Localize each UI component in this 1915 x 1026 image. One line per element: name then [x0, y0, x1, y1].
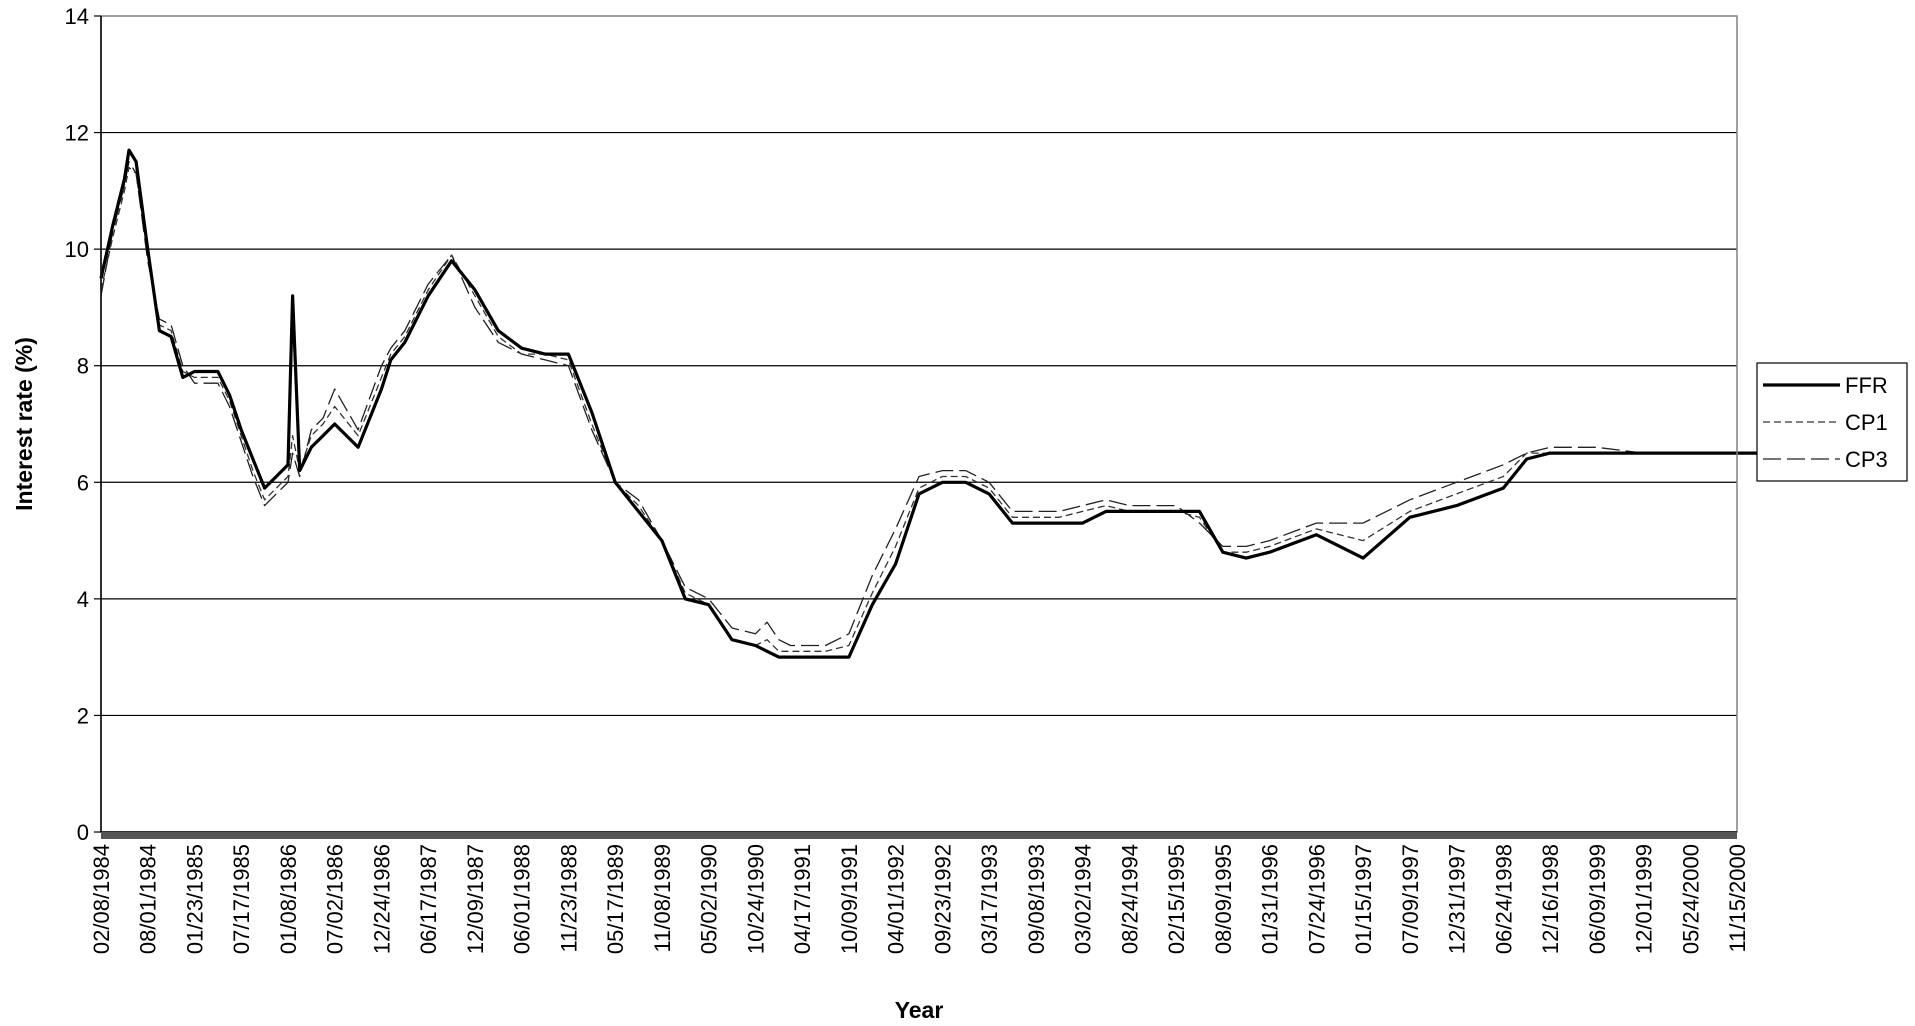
- x-tick-label: 08/24/1994: [1117, 844, 1142, 954]
- x-tick-label: 05/02/1990: [697, 844, 722, 954]
- x-tick-label: 12/16/1998: [1538, 844, 1563, 954]
- x-tick-label: 02/08/1984: [89, 844, 114, 954]
- x-tick-label: 11/23/1988: [556, 844, 581, 952]
- gridlines: [101, 131, 1737, 717]
- y-tick-label: 4: [77, 587, 89, 612]
- y-tick-label: 12: [65, 121, 89, 146]
- x-tick-label: 01/31/1996: [1258, 844, 1283, 954]
- x-tick-label: 07/17/1985: [229, 844, 254, 954]
- y-tick-label: 14: [65, 4, 89, 29]
- x-tick-label: 09/23/1992: [930, 844, 955, 954]
- x-tick-label: 06/01/1988: [510, 844, 535, 954]
- y-tick-label: 10: [65, 237, 89, 262]
- y-tick-label: 6: [77, 470, 89, 495]
- legend-label-cp3: CP3: [1845, 447, 1888, 472]
- x-tick-label: 10/09/1991: [837, 844, 862, 954]
- x-tick-label: 06/17/1987: [416, 844, 441, 954]
- y-tick-label: 8: [77, 354, 89, 379]
- x-tick-label: 01/08/1986: [276, 844, 301, 954]
- x-minor-ticks: [101, 832, 1737, 839]
- x-tick-label: 11/15/2000: [1725, 844, 1750, 952]
- x-tick-label: 03/02/1994: [1071, 844, 1096, 954]
- x-tick-label: 12/31/1997: [1445, 844, 1470, 954]
- x-tick-label: 03/17/1993: [977, 844, 1002, 954]
- x-tick-label: 07/24/1996: [1304, 844, 1329, 954]
- x-tick-label: 06/09/1999: [1585, 844, 1610, 954]
- series-line-ffr: [99, 148, 1761, 659]
- x-tick-label: 02/15/1995: [1164, 844, 1189, 954]
- x-tick-label: 01/15/1997: [1351, 844, 1376, 954]
- x-tick-label: 06/24/1998: [1491, 844, 1516, 954]
- series-line-cp3: [100, 161, 1761, 647]
- x-tick-label: 12/24/1986: [369, 844, 394, 954]
- x-tick-label: 01/23/1985: [182, 844, 207, 954]
- x-tick-label: 07/02/1986: [323, 844, 348, 954]
- x-tick-label: 12/01/1999: [1632, 844, 1657, 954]
- legend-label-ffr: FFR: [1845, 373, 1888, 398]
- x-axis-title: Year: [895, 997, 944, 1023]
- x-tick-label: 08/01/1984: [136, 844, 161, 954]
- y-axis-title: Interest rate (%): [11, 337, 37, 511]
- y-axis: 0 2 4 6 8 10 12 14: [65, 4, 102, 845]
- x-tick-label: 04/01/1992: [884, 844, 909, 954]
- x-tick-label: 11/08/1989: [650, 844, 675, 952]
- x-tick-label: 08/09/1995: [1211, 844, 1236, 954]
- x-tick-label: 07/09/1997: [1398, 844, 1423, 954]
- x-tick-label: 05/24/2000: [1678, 844, 1703, 954]
- legend-label-cp1: CP1: [1845, 410, 1888, 435]
- series-line-cp1: [100, 166, 1761, 652]
- x-tick-label: 05/17/1989: [603, 844, 628, 954]
- y-tick-label: 2: [77, 703, 89, 728]
- x-axis: 02/08/1984 08/01/1984 01/23/1985 07/17/1985…: [89, 831, 1750, 954]
- x-tick-label: 09/08/1993: [1024, 844, 1049, 954]
- x-tick-label: 10/24/1990: [743, 844, 768, 954]
- series-lines: [99, 148, 1761, 659]
- x-tick-label: 12/09/1987: [463, 844, 488, 954]
- y-tick-label: 0: [77, 820, 89, 845]
- x-tick-label: 04/17/1991: [790, 844, 815, 954]
- legend: FFR CP1 CP3: [1756, 362, 1908, 482]
